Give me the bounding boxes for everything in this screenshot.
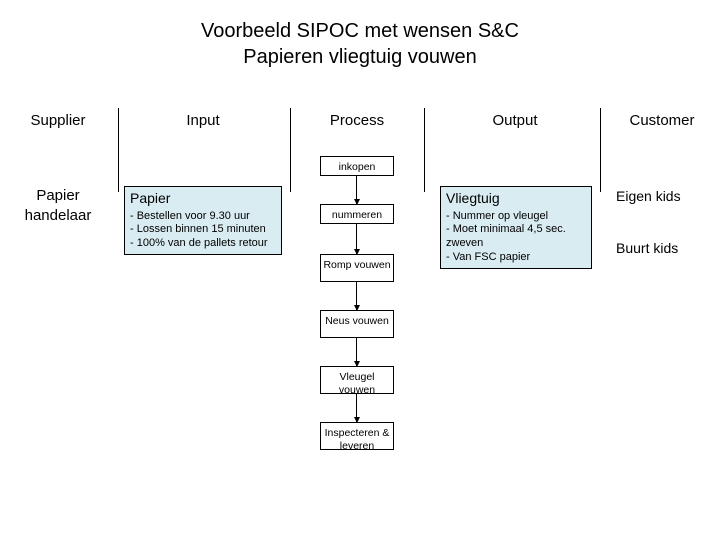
process-step: nummeren — [320, 204, 394, 224]
page-title: Voorbeeld SIPOC met wensen S&C Papieren … — [0, 0, 720, 70]
col-output: Output — [440, 108, 590, 528]
header-process: Process — [300, 108, 414, 141]
divider — [118, 108, 119, 192]
input-box: Papier - Bestellen voor 9.30 uur - Losse… — [124, 186, 282, 255]
col-customer: Customer — [612, 108, 712, 528]
supplier-box: Papier handelaar — [4, 186, 112, 225]
input-bullet: - Bestellen voor 9.30 uur — [130, 210, 276, 224]
process-step: Vleugel vouwen — [320, 366, 394, 394]
header-supplier: Supplier — [8, 108, 108, 141]
arrow-down-icon — [356, 176, 357, 204]
customer-item: Eigen kids — [616, 188, 681, 204]
process-step: Neus vouwen — [320, 310, 394, 338]
supplier-line1: Papier — [36, 187, 79, 204]
arrow-down-icon — [356, 224, 357, 254]
input-title: Papier — [130, 190, 276, 208]
process-step: Romp vouwen — [320, 254, 394, 282]
output-bullet: - Moet minimaal 4,5 sec. zweven — [446, 223, 586, 251]
input-bullet: - Lossen binnen 15 minuten — [130, 223, 276, 237]
process-step: Inspecteren & leveren — [320, 422, 394, 450]
supplier-line2: handelaar — [25, 207, 92, 224]
output-bullet: - Nummer op vleugel — [446, 210, 586, 224]
header-input: Input — [128, 108, 278, 141]
sipoc-grid: Supplier Input Process Output Customer P… — [0, 108, 720, 528]
divider — [290, 108, 291, 192]
input-bullet: - 100% van de pallets retour — [130, 237, 276, 251]
output-bullet: - Van FSC papier — [446, 251, 586, 265]
title-line2: Papieren vliegtuig vouwen — [243, 46, 477, 68]
arrow-down-icon — [356, 338, 357, 366]
col-supplier: Supplier — [8, 108, 108, 528]
arrow-down-icon — [356, 282, 357, 310]
customer-item: Buurt kids — [616, 240, 678, 256]
output-box: Vliegtuig - Nummer op vleugel - Moet min… — [440, 186, 592, 269]
arrow-down-icon — [356, 394, 357, 422]
process-step: inkopen — [320, 156, 394, 176]
title-line1: Voorbeeld SIPOC met wensen S&C — [201, 20, 519, 42]
header-customer: Customer — [612, 108, 712, 141]
header-output: Output — [440, 108, 590, 141]
divider — [424, 108, 425, 192]
divider — [600, 108, 601, 192]
output-title: Vliegtuig — [446, 190, 586, 208]
col-input: Input — [128, 108, 278, 528]
